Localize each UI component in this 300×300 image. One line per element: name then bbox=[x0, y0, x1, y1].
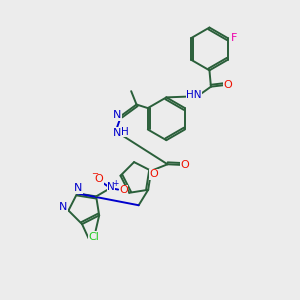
Text: O: O bbox=[224, 80, 233, 90]
Text: N: N bbox=[59, 202, 67, 212]
Text: N: N bbox=[107, 182, 115, 193]
Text: Cl: Cl bbox=[89, 232, 100, 242]
Text: O: O bbox=[150, 169, 158, 179]
Text: N: N bbox=[113, 110, 121, 120]
Text: HN: HN bbox=[186, 90, 202, 100]
Text: F: F bbox=[231, 33, 238, 43]
Text: +: + bbox=[112, 179, 119, 188]
Text: O: O bbox=[180, 160, 189, 170]
Text: H: H bbox=[122, 127, 129, 137]
Text: O: O bbox=[95, 174, 103, 184]
Text: N: N bbox=[74, 183, 82, 193]
Text: −: − bbox=[91, 169, 98, 178]
Text: N: N bbox=[113, 128, 122, 138]
Text: O: O bbox=[119, 185, 128, 196]
